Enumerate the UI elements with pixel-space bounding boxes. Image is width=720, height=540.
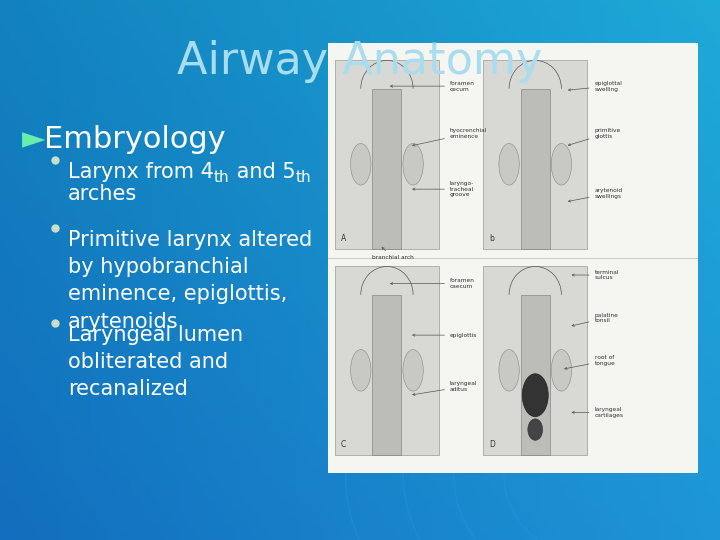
FancyBboxPatch shape: [521, 295, 550, 455]
Ellipse shape: [552, 349, 572, 391]
Ellipse shape: [522, 374, 548, 417]
Text: foramen
cecum: foramen cecum: [390, 80, 474, 91]
Ellipse shape: [351, 144, 371, 185]
Text: epiglottis: epiglottis: [413, 333, 477, 338]
Text: Embryology: Embryology: [44, 125, 225, 154]
FancyBboxPatch shape: [372, 89, 402, 249]
Text: b: b: [489, 234, 494, 243]
Ellipse shape: [403, 144, 423, 185]
Text: Airway Anatomy: Airway Anatomy: [177, 40, 543, 83]
Text: ►: ►: [22, 125, 45, 154]
Text: laryngeal
cartilages: laryngeal cartilages: [572, 407, 624, 418]
Ellipse shape: [499, 349, 519, 391]
Text: Larynx from 4: Larynx from 4: [68, 162, 214, 182]
FancyBboxPatch shape: [483, 60, 588, 249]
Text: epiglottal
swelling: epiglottal swelling: [569, 80, 623, 91]
Text: palatine
tonsil: palatine tonsil: [572, 313, 618, 326]
Text: laryngeal
aditus: laryngeal aditus: [413, 381, 477, 395]
Ellipse shape: [351, 349, 371, 391]
Text: laryngo-
tracheal
groove: laryngo- tracheal groove: [413, 181, 474, 198]
Text: A: A: [341, 234, 346, 243]
Text: th: th: [295, 170, 311, 185]
Text: and 5: and 5: [230, 162, 295, 182]
Text: arches: arches: [68, 184, 138, 204]
Text: Primitive larynx altered
by hypobranchial
eminence, epiglottis,
arytenoids: Primitive larynx altered by hypobranchia…: [68, 230, 312, 332]
FancyBboxPatch shape: [483, 266, 588, 455]
Text: root of
tongue: root of tongue: [564, 355, 616, 369]
Text: foramen
caecum: foramen caecum: [390, 278, 474, 289]
Text: primitive
glottis: primitive glottis: [568, 128, 621, 146]
Ellipse shape: [403, 349, 423, 391]
FancyBboxPatch shape: [335, 266, 439, 455]
Text: D: D: [489, 440, 495, 449]
Ellipse shape: [552, 144, 572, 185]
Text: Laryngeal lumen
obliterated and
recanalized: Laryngeal lumen obliterated and recanali…: [68, 325, 243, 400]
Ellipse shape: [499, 144, 519, 185]
Ellipse shape: [528, 419, 543, 440]
FancyBboxPatch shape: [372, 295, 402, 455]
Text: branchial arch: branchial arch: [372, 247, 414, 260]
FancyBboxPatch shape: [521, 89, 550, 249]
Text: hyocrenchial
eminence: hyocrenchial eminence: [413, 128, 487, 146]
FancyBboxPatch shape: [335, 60, 439, 249]
Text: arytenoid
swellings: arytenoid swellings: [568, 188, 623, 202]
Text: terminal
sulcus: terminal sulcus: [572, 269, 619, 280]
Text: C: C: [341, 440, 346, 449]
Text: th: th: [214, 170, 230, 185]
